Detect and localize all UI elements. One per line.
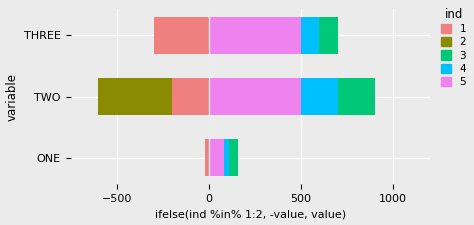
Bar	[229, 140, 238, 176]
Bar	[301, 17, 319, 54]
Y-axis label: variable: variable	[6, 73, 18, 121]
Bar	[98, 78, 172, 115]
Bar	[209, 140, 224, 176]
Bar	[319, 17, 338, 54]
Bar	[224, 140, 229, 176]
Bar	[301, 78, 338, 115]
Bar	[209, 78, 301, 115]
Bar	[338, 78, 375, 115]
Bar	[172, 78, 209, 115]
Bar	[205, 140, 209, 176]
Bar	[209, 17, 301, 54]
X-axis label: ifelse(ind %in% 1:2, -value, value): ifelse(ind %in% 1:2, -value, value)	[155, 209, 346, 219]
Legend: 1, 2, 3, 4, 5: 1, 2, 3, 4, 5	[439, 5, 468, 89]
Bar	[154, 17, 209, 54]
